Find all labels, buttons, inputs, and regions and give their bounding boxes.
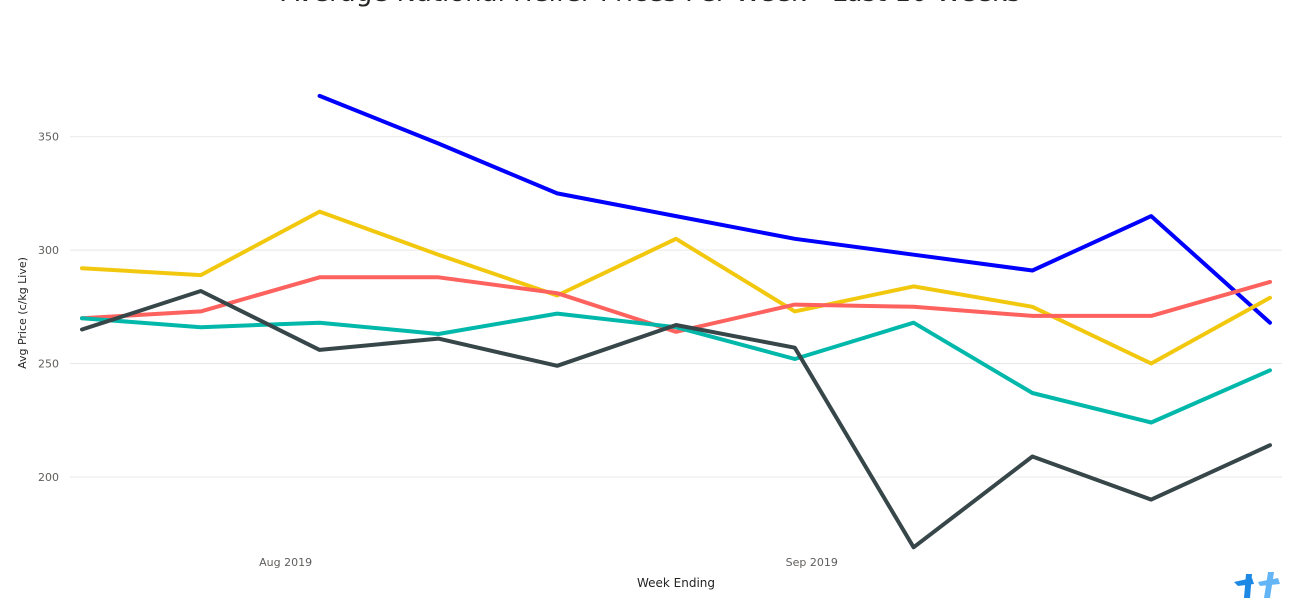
x-tick-label: Sep 2019 — [786, 556, 838, 569]
series-line-5[interactable] — [80, 289, 1272, 550]
y-axis-title: Avg Price (c/kg Live) — [16, 257, 29, 369]
logo-mark — [1234, 572, 1280, 598]
series-line-4[interactable] — [80, 311, 1272, 425]
series-line-1[interactable] — [317, 93, 1272, 325]
chart-title: Average National Heifer Prices Per Week … — [0, 0, 1302, 8]
power-bi-logo[interactable] — [1232, 568, 1284, 600]
x-axis-title: Week Ending — [637, 576, 715, 590]
series-line-2[interactable] — [80, 209, 1272, 366]
gridlines — [70, 136, 1282, 478]
series-line-3[interactable] — [80, 275, 1272, 334]
y-tick-label: 200 — [38, 471, 59, 484]
x-axis-ticks: Aug 2019 Sep 2019 — [259, 556, 838, 569]
y-tick-label: 350 — [38, 131, 59, 144]
y-tick-label: 300 — [38, 244, 59, 257]
y-tick-label: 250 — [38, 358, 59, 371]
x-tick-label: Aug 2019 — [259, 556, 312, 569]
series-lines — [80, 93, 1272, 550]
y-axis-ticks: 200 250 300 350 — [38, 131, 59, 484]
